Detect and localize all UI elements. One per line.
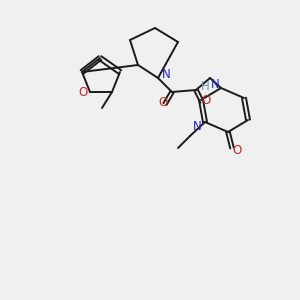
Text: N: N xyxy=(193,119,201,133)
Text: O: O xyxy=(158,95,168,109)
Text: O: O xyxy=(201,94,211,107)
Text: N: N xyxy=(211,77,219,91)
Text: N: N xyxy=(162,68,170,80)
Text: H: H xyxy=(201,80,209,92)
Text: O: O xyxy=(232,143,242,157)
Text: O: O xyxy=(78,86,88,100)
